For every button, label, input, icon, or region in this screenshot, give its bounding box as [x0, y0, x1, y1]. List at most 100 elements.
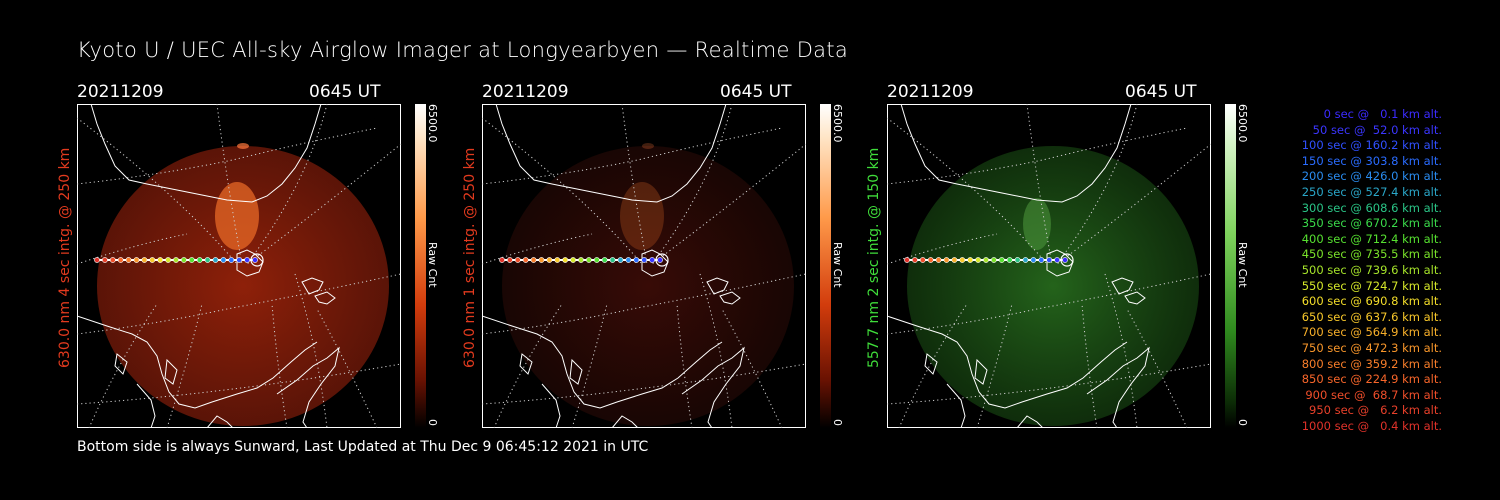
panel-2-cbar-unit: Raw Cnt — [831, 242, 844, 288]
grid-line — [271, 303, 288, 428]
panel-2-time: 0645 UT — [720, 82, 792, 102]
panel-2-cbar-min: 0 — [831, 419, 844, 426]
trajectory-marker — [570, 257, 576, 263]
trajectory-marker — [141, 257, 148, 263]
grid-line — [1026, 104, 1053, 265]
aurora-patch — [215, 182, 259, 250]
legend-row: 700 sec @ 564.9 km alt. — [1301, 325, 1442, 340]
coastline — [1046, 249, 1074, 277]
legend-row: 0 sec @ 0.1 km alt. — [1323, 107, 1442, 121]
legend-row: 150 sec @ 303.8 km alt. — [1301, 153, 1442, 168]
coastline — [569, 358, 583, 385]
panel-1-cbar-min: 0 — [426, 419, 439, 426]
trajectory-marker — [562, 257, 569, 263]
grid-line — [482, 233, 593, 265]
panel-3-cbar-unit: Raw Cnt — [1236, 242, 1249, 288]
panel-3-colorbar — [1225, 104, 1236, 428]
grid-line — [482, 127, 783, 185]
coastline — [541, 383, 561, 428]
coastline — [924, 353, 938, 375]
coastline — [301, 277, 324, 295]
trajectory-marker — [641, 257, 648, 263]
coastline — [681, 346, 745, 428]
panel-1-ylabel: 630.0 nm 4 sec intg. @ 250 km — [57, 147, 73, 368]
trajectory-marker — [617, 257, 624, 263]
coastline — [236, 249, 264, 277]
legend-row: 400 sec @ 712.4 km alt. — [1301, 231, 1442, 246]
trajectory-marker — [919, 257, 926, 263]
panel-3-ylabel: 557.7 nm 2 sec intg. @ 150 km — [866, 147, 882, 368]
coastline — [946, 383, 966, 428]
grid-line — [77, 127, 378, 185]
grid-line — [621, 104, 648, 265]
coastline — [164, 358, 178, 385]
coastline — [314, 291, 336, 305]
airglow-disk — [907, 146, 1199, 426]
trajectory-marker — [1030, 257, 1037, 263]
panel-3-cbar-max: 6500.0 — [1236, 104, 1249, 143]
coastline — [276, 346, 340, 428]
legend-row: 250 sec @ 527.4 km alt. — [1301, 185, 1442, 199]
trajectory-marker — [125, 257, 132, 263]
trajectory-marker — [983, 257, 989, 263]
site-marker — [655, 253, 669, 267]
trajectory-marker — [554, 257, 561, 263]
trajectory-marker — [522, 257, 529, 263]
panel-1-time: 0645 UT — [309, 82, 381, 102]
panel-1-cbar-unit: Raw Cnt — [426, 242, 439, 288]
coastline — [482, 315, 723, 409]
trajectory-marker — [998, 257, 1005, 263]
coastline — [641, 249, 669, 277]
trajectory-marker — [593, 257, 600, 263]
panel-2-date: 20211209 — [482, 82, 569, 102]
legend-row: 600 sec @ 690.8 km alt. — [1301, 294, 1442, 309]
trajectory-marker — [244, 257, 250, 263]
panel-1-image — [77, 104, 405, 428]
legend-row: 500 sec @ 739.6 km alt. — [1301, 263, 1442, 277]
trajectory-marker — [101, 257, 108, 263]
panel-1-cbar-max: 6500.0 — [426, 104, 439, 143]
panel-3-image — [887, 104, 1215, 428]
coastline — [1016, 415, 1044, 428]
site-marker — [250, 253, 264, 267]
trajectory-marker — [188, 257, 195, 263]
trajectory-marker — [657, 257, 663, 263]
grid-line — [887, 273, 1211, 335]
site-marker — [1060, 253, 1074, 267]
aurora-spot — [642, 143, 654, 149]
trajectory-marker — [252, 257, 258, 263]
grid-line — [699, 273, 733, 428]
page-title: Kyoto U / UEC All-sky Airglow Imager at … — [77, 38, 849, 62]
trajectory-marker — [601, 257, 608, 263]
legend-row: 200 sec @ 426.0 km alt. — [1301, 169, 1442, 184]
trajectory-marker — [236, 257, 243, 263]
trajectory-marker — [149, 257, 156, 263]
trajectory-marker — [649, 257, 655, 263]
trajectory-marker — [1038, 257, 1045, 263]
legend-row: 50 sec @ 52.0 km alt. — [1312, 122, 1442, 137]
trajectory-marker — [157, 257, 164, 263]
legend-row: 350 sec @ 670.2 km alt. — [1301, 216, 1442, 231]
legend-row: 900 sec @ 68.7 km alt. — [1305, 387, 1442, 402]
panel-3-time: 0645 UT — [1125, 82, 1197, 102]
legend-row: 1000 sec @ 0.4 km alt. — [1301, 419, 1442, 433]
trajectory-marker — [204, 257, 211, 263]
grid-line — [1081, 303, 1098, 428]
trajectory-marker — [1062, 257, 1068, 263]
trajectory-marker — [975, 257, 981, 263]
trajectory-marker — [967, 257, 974, 263]
trajectory-marker — [1022, 257, 1029, 263]
trajectory-marker — [196, 257, 203, 263]
coastline — [887, 315, 1128, 409]
trajectory-marker — [625, 257, 632, 263]
aurora-patch — [620, 182, 664, 250]
trajectory-marker — [514, 257, 521, 263]
trajectory-marker — [1054, 257, 1060, 263]
legend-row: 550 sec @ 724.7 km alt. — [1301, 278, 1442, 293]
aurora-spot — [237, 143, 249, 149]
trajectory-marker — [546, 257, 553, 263]
grid-line — [77, 273, 402, 335]
panel-1-colorbar — [415, 104, 426, 428]
trajectory-marker — [609, 257, 616, 263]
trajectory-marker — [991, 257, 997, 263]
